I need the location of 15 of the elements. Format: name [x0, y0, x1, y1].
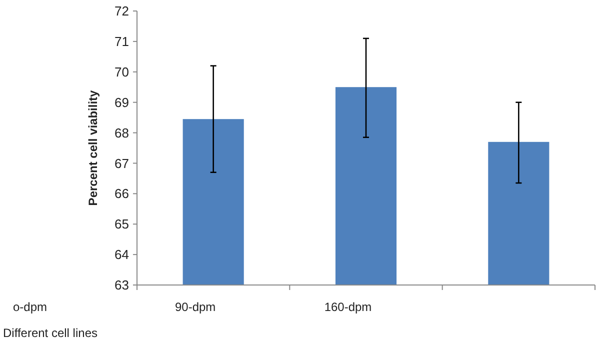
- x-axis-title: Different cell lines: [3, 326, 98, 340]
- y-tick-label: 69: [114, 94, 129, 110]
- y-tick-label: 67: [114, 156, 129, 171]
- y-tick-label: 65: [114, 216, 129, 232]
- text: o-dpm: [13, 300, 48, 314]
- y-tick-label: 71: [114, 34, 129, 49]
- y-tick-label: 68: [114, 125, 129, 140]
- y-tick-label: 72: [114, 4, 129, 19]
- x-tick-label: 90-dpm: [174, 300, 216, 314]
- y-tick-label: 63: [114, 278, 129, 293]
- y-tick-label: 66: [114, 186, 129, 202]
- y-axis-title: Percent cell viability: [86, 90, 100, 206]
- y-tick-label: 64: [114, 247, 129, 262]
- y-tick-label: 70: [114, 64, 129, 80]
- x-tick-label: 160-dpm: [324, 300, 372, 314]
